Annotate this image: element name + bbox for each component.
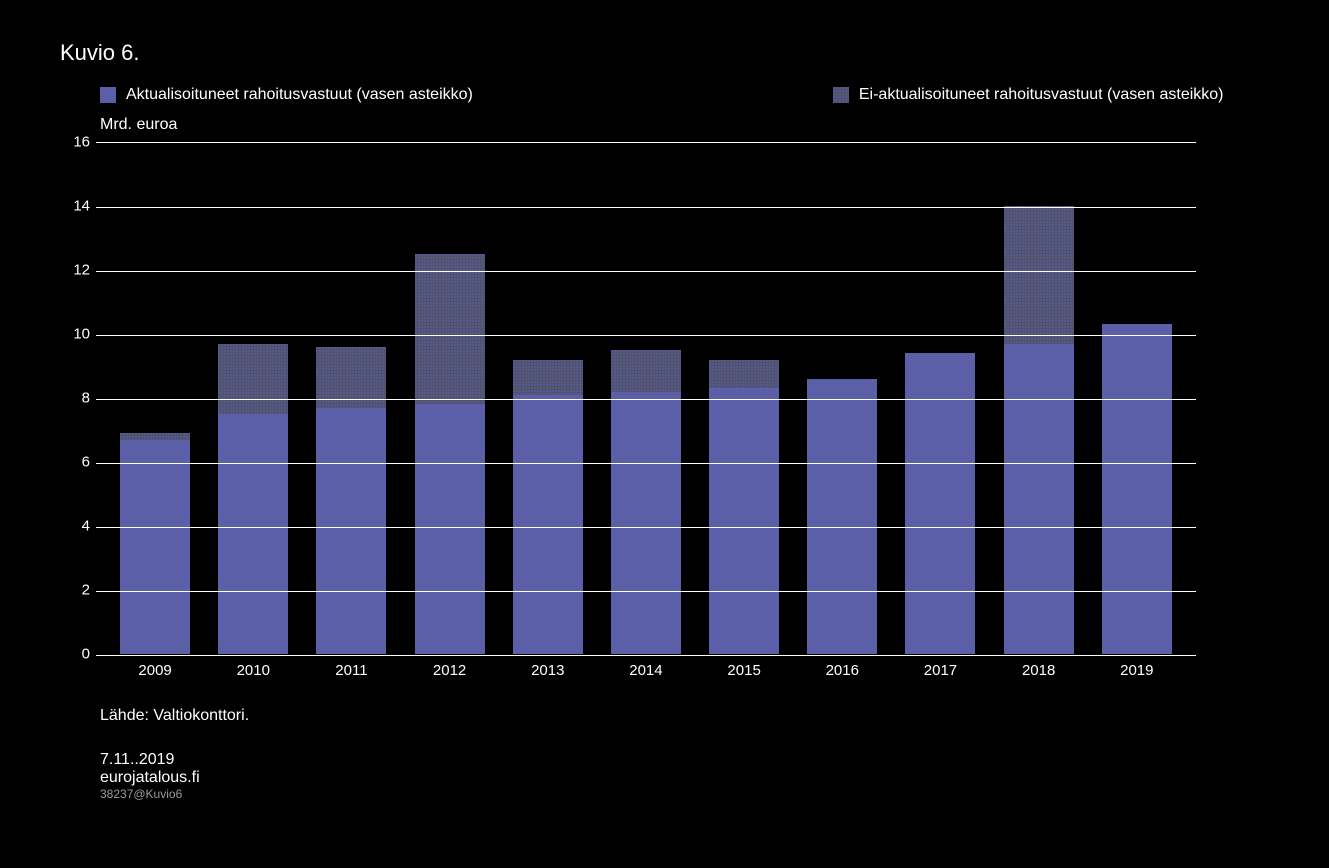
legend: Aktualisoituneet rahoitusvastuut (vasen … <box>100 86 1260 104</box>
x-tick-label: 2018 <box>1004 662 1074 679</box>
legend-label-series2: Ei-aktualisoituneet rahoitusvastuut (vas… <box>859 86 1224 104</box>
gridline <box>96 463 1196 464</box>
y-tick-label: 10 <box>73 326 90 343</box>
legend-label-series1: Aktualisoituneet rahoitusvastuut (vasen … <box>126 86 473 104</box>
y-tick-label: 16 <box>73 134 90 151</box>
x-tick-label: 2016 <box>807 662 877 679</box>
x-tick-label: 2013 <box>513 662 583 679</box>
legend-item-series2: Ei-aktualisoituneet rahoitusvastuut (vas… <box>833 86 1224 104</box>
bar-segment-series1 <box>316 408 386 654</box>
footer-date: 7.11..2019 <box>100 751 1260 769</box>
bar-segment-series2 <box>415 254 485 404</box>
bar-segment-series1 <box>120 440 190 654</box>
x-tick-label: 2017 <box>905 662 975 679</box>
footer-site: eurojatalous.fi <box>100 769 1260 787</box>
gridline <box>96 271 1196 272</box>
gridline <box>96 591 1196 592</box>
bar-segment-series1 <box>1004 344 1074 654</box>
plot-wrapper: 1614121086420 <box>60 142 1260 654</box>
x-axis-labels: 2009 2010 2011 2012 2013 2014 2015 2016 2017 2018… <box>96 654 1196 679</box>
y-tick-label: 12 <box>73 262 90 279</box>
chart-title: Kuvio 6. <box>60 40 1260 66</box>
bar-segment-series1 <box>1102 324 1172 654</box>
legend-swatch-series1 <box>100 87 116 103</box>
gridline <box>96 655 1196 656</box>
bar-segment-series2 <box>218 344 288 414</box>
legend-swatch-series2 <box>833 87 849 103</box>
bar-segment-series2 <box>513 360 583 395</box>
footer-id: 38237@Kuvio6 <box>100 787 1260 801</box>
chart-container: Kuvio 6. Aktualisoituneet rahoitusvastuu… <box>60 40 1260 801</box>
bar-segment-series2 <box>709 360 779 389</box>
gridline <box>96 527 1196 528</box>
x-tick-label: 2009 <box>120 662 190 679</box>
gridline <box>96 207 1196 208</box>
y-tick-label: 8 <box>82 390 90 407</box>
x-tick-label: 2019 <box>1102 662 1172 679</box>
bar-segment-series1 <box>807 379 877 654</box>
bar-segment-series1 <box>513 395 583 654</box>
bar-segment-series1 <box>709 388 779 654</box>
y-axis-title: Mrd. euroa <box>100 116 1260 134</box>
y-tick-label: 2 <box>82 582 90 599</box>
x-tick-label: 2010 <box>218 662 288 679</box>
y-axis-labels: 1614121086420 <box>60 142 96 654</box>
bar-segment-series1 <box>415 404 485 654</box>
y-tick-label: 14 <box>73 198 90 215</box>
bar-segment-series2 <box>611 350 681 392</box>
legend-item-series1: Aktualisoituneet rahoitusvastuut (vasen … <box>100 86 473 104</box>
gridline <box>96 399 1196 400</box>
bar-segment-series1 <box>611 392 681 654</box>
gridline <box>96 335 1196 336</box>
y-tick-label: 6 <box>82 454 90 471</box>
source-note: Lähde: Valtiokonttori. <box>100 707 1260 725</box>
x-tick-label: 2015 <box>709 662 779 679</box>
plot-area <box>96 142 1196 654</box>
bar-segment-series2 <box>1004 206 1074 344</box>
bar-segment-series1 <box>218 414 288 654</box>
x-tick-label: 2014 <box>611 662 681 679</box>
y-tick-label: 0 <box>82 646 90 663</box>
x-tick-label: 2012 <box>415 662 485 679</box>
x-tick-label: 2011 <box>316 662 386 679</box>
y-tick-label: 4 <box>82 518 90 535</box>
